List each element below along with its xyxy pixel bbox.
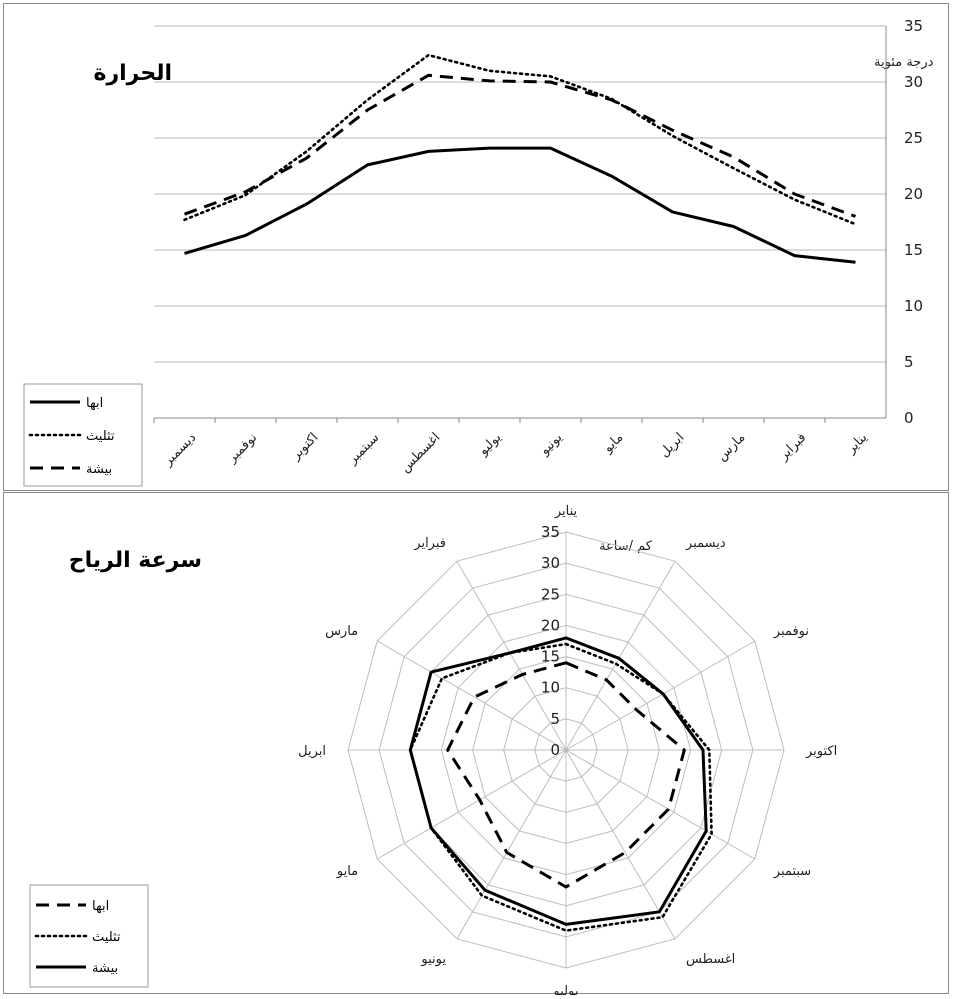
wind-speed-series-line <box>408 636 708 926</box>
wind-speed-r-tick-label: 35 <box>541 523 560 541</box>
temperature-category-label: نوفمبر <box>224 430 260 466</box>
temperature-category-label: يونيو <box>537 430 566 459</box>
wind-speed-category-label: فبراير <box>413 536 446 551</box>
temperature-y-tick-label: 0 <box>904 409 914 427</box>
temperature-series-line <box>183 53 857 226</box>
wind-speed-series-line <box>446 661 686 889</box>
wind-speed-legend-label: بيشة <box>92 961 118 976</box>
temperature-y-tick-label: 15 <box>904 241 923 259</box>
wind-speed-category-label: اغسطس <box>686 952 735 967</box>
temperature-category-label: مايو <box>600 430 626 456</box>
temperature-y-tick-label: 25 <box>904 129 923 147</box>
wind-speed-chart-panel: سرعة الرياح كم /ساعة يناير ديسمبر نوفمبر اك… <box>3 492 949 995</box>
wind-speed-spoke <box>456 560 567 751</box>
wind-speed-category-label: يوليو <box>553 984 579 995</box>
wind-speed-spoke <box>565 640 756 751</box>
temperature-y-tick-label: 35 <box>904 17 923 35</box>
wind-speed-spoke <box>565 749 676 940</box>
wind-speed-category-label: نوفمبر <box>773 624 809 639</box>
wind-speed-legend-label: تثليث <box>92 930 121 945</box>
temperature-category-label: اغسطس <box>398 430 443 475</box>
temperature-category-label: اكتوبر <box>288 430 321 463</box>
temperature-y-tick-label: 30 <box>904 73 923 91</box>
wind-speed-legend: ابها تثليث بيشة <box>29 884 149 988</box>
wind-speed-category-label: مايو <box>336 864 358 879</box>
wind-speed-r-tick-label: 0 <box>550 741 560 759</box>
temperature-unit-label: درجة مئوية <box>874 55 934 70</box>
wind-speed-category-label: ديسمبر <box>685 536 726 551</box>
wind-speed-r-tick-label: 25 <box>541 585 560 603</box>
temperature-category-label: ديسمبر <box>160 430 199 469</box>
wind-speed-spoke <box>456 749 567 940</box>
wind-speed-r-tick-label: 20 <box>541 616 560 634</box>
wind-speed-category-label: ابريل <box>298 744 326 759</box>
temperature-legend-label: بيشة <box>86 462 112 477</box>
temperature-category-label: سبتمبر <box>345 430 383 468</box>
wind-speed-category-label: يونيو <box>420 952 446 967</box>
temperature-legend-label: تثليث <box>86 429 115 444</box>
wind-speed-category-label: اكتوبر <box>805 744 837 759</box>
temperature-y-tick-label: 20 <box>904 185 923 203</box>
wind-speed-category-label: سبتمبر <box>773 864 811 879</box>
wind-speed-spoke <box>565 749 756 860</box>
temperature-category-label: مارس <box>714 430 748 464</box>
temperature-category-label: ابريل <box>657 430 687 460</box>
wind-speed-r-tick-label: 10 <box>541 679 560 697</box>
temperature-category-label: يوليو <box>475 430 504 459</box>
temperature-y-tick-label: 10 <box>904 297 923 315</box>
wind-speed-series-line <box>408 642 713 932</box>
temperature-chart-panel: الحرارة درجة مئوية 0 5 10 15 20 25 30 35 ديسمبر ن… <box>3 3 949 491</box>
wind-speed-unit-label: كم /ساعة <box>599 539 653 554</box>
wind-speed-chart-title: سرعة الرياح <box>69 548 202 573</box>
temperature-legend-label: ابها <box>86 396 103 411</box>
wind-speed-legend-label: ابها <box>92 899 109 914</box>
wind-speed-category-label: يناير <box>554 504 578 519</box>
temperature-category-label: فبراير <box>776 430 810 464</box>
wind-speed-chart: سرعة الرياح كم /ساعة يناير ديسمبر نوفمبر اك… <box>29 504 837 995</box>
wind-speed-r-tick-label: 15 <box>541 648 560 666</box>
wind-speed-spoke <box>376 749 567 860</box>
wind-speed-spoke <box>376 640 567 751</box>
temperature-y-tick-label: 5 <box>904 353 914 371</box>
temperature-category-label: يناير <box>843 430 870 457</box>
wind-speed-category-label: مارس <box>325 624 358 639</box>
temperature-series-line <box>183 73 857 218</box>
temperature-series-line <box>184 146 856 264</box>
wind-speed-r-tick-label: 30 <box>541 554 560 572</box>
wind-speed-spoke <box>565 560 676 751</box>
wind-speed-r-tick-label: 5 <box>550 710 560 728</box>
temperature-legend: ابها تثليث بيشة <box>23 383 143 487</box>
